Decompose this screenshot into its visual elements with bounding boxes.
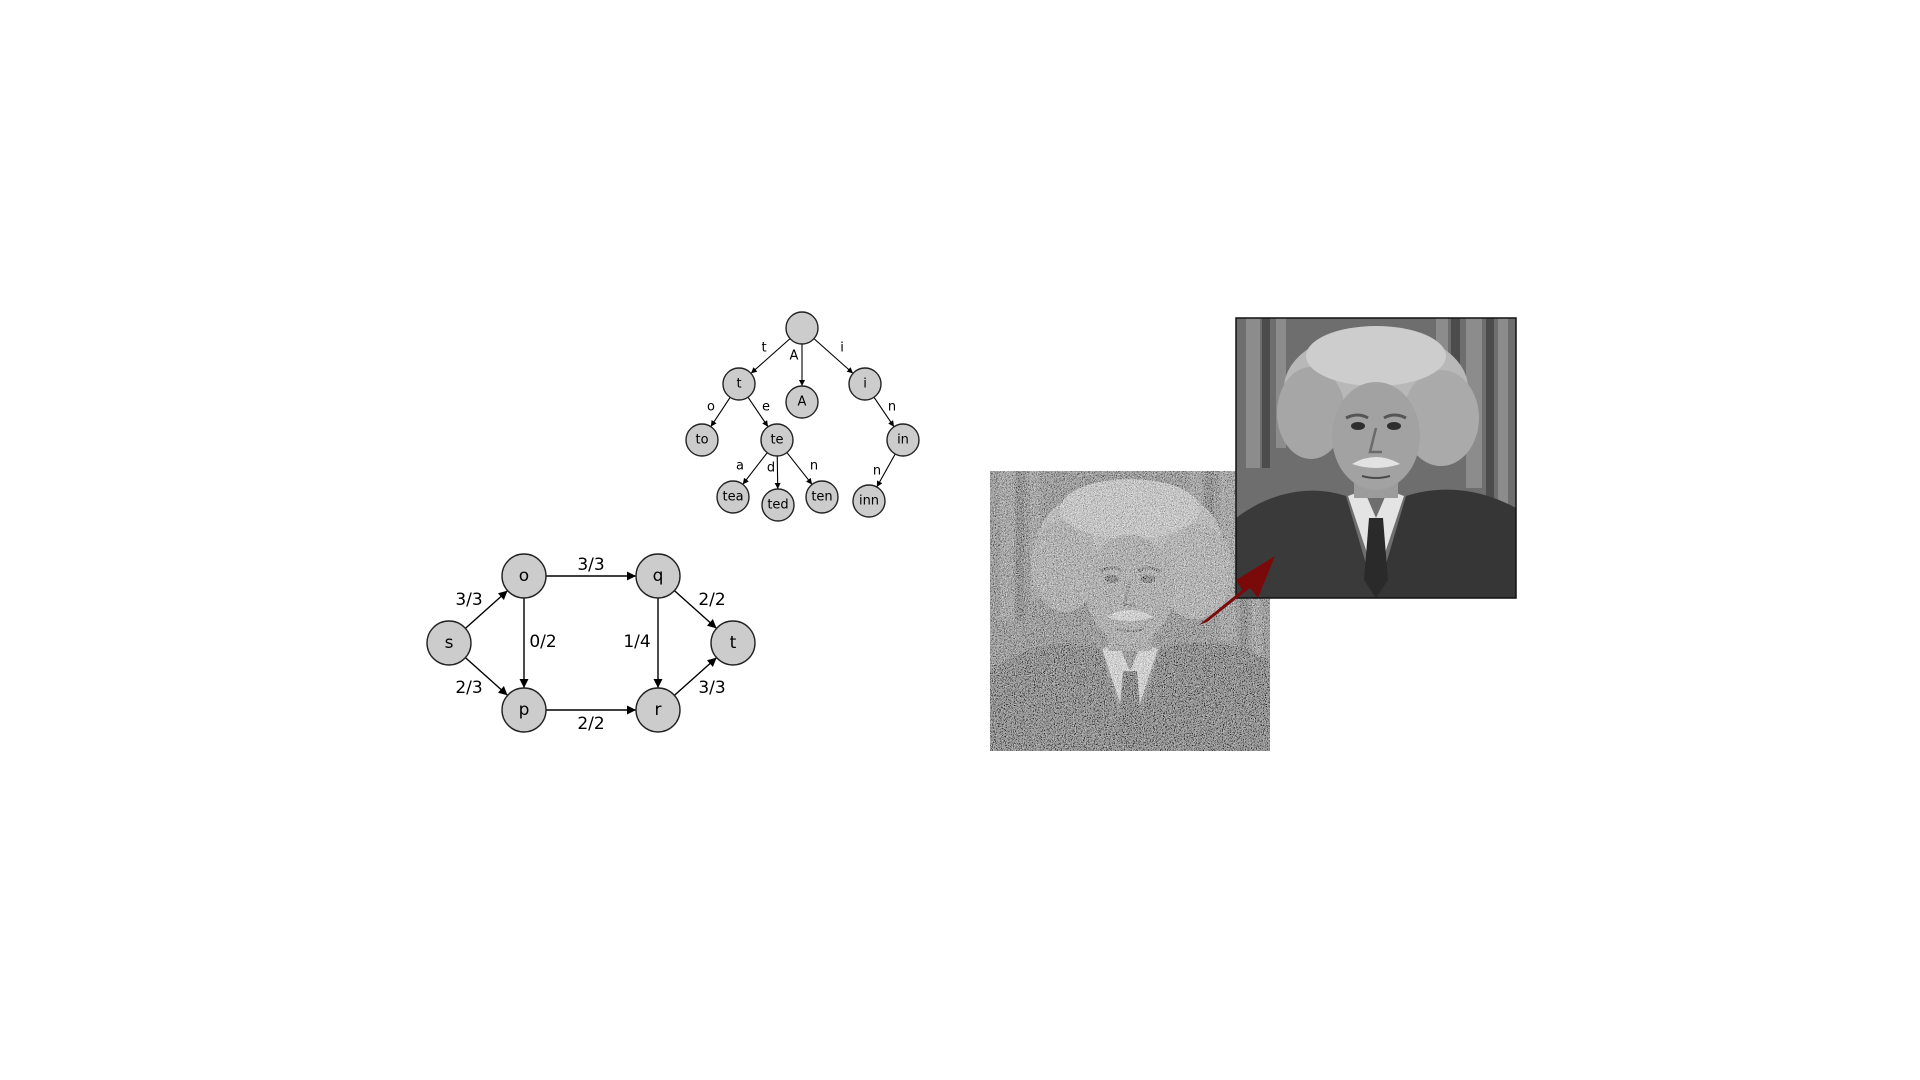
flow-edge-q-t (673, 590, 718, 629)
flow-node-circle (501, 687, 547, 733)
flow-node-p: p (501, 687, 547, 733)
trie-node-t: t (722, 367, 756, 401)
flow-node-label: s (445, 633, 454, 653)
trie-node-ten: ten (805, 480, 839, 514)
trie-node-circle (848, 367, 882, 401)
flow-node-circle (501, 553, 547, 599)
trie-edge-label-t-te: e (762, 400, 770, 415)
trie-node-label: A (798, 395, 807, 410)
trie-edge-root-i (813, 338, 854, 374)
flow-edge-label-o-p: 0/2 (529, 632, 556, 652)
trie-edge-t-to (710, 397, 731, 427)
flow-node-circle (635, 687, 681, 733)
trie-edge-t-te (747, 396, 769, 428)
flow-node-label: p (519, 700, 530, 720)
flow-node-label: q (653, 566, 664, 586)
flow-node-o: o (501, 553, 547, 599)
trie-node-circle (722, 367, 756, 401)
image-denoising-illustration (990, 317, 1517, 751)
flow-edge-label-r-t: 3/3 (698, 678, 725, 698)
trie-node-circle (685, 423, 719, 457)
trie-node-i: i (848, 367, 882, 401)
trie-node-circle (805, 480, 839, 514)
trie-diagram: t Ai o e a d n n n t Ai to te in tea ted ten inn (685, 311, 920, 522)
flow-node-label: o (519, 566, 529, 586)
flow-network-edges: 3/3 2/3 3/3 0/2 2/2 1/4 2/2 3/3 (455, 555, 725, 734)
trie-edge-label-root-t: t (761, 341, 766, 356)
trie-node-tea: tea (716, 480, 750, 514)
trie-node-label: i (863, 377, 867, 392)
trie-edge-i-in (873, 396, 895, 428)
trie-node-A: A (785, 385, 819, 419)
trie-node-label: inn (859, 494, 879, 509)
trie-node-circle (785, 311, 819, 345)
trie-edge-te-ted (774, 455, 781, 490)
trie-node-circle (852, 484, 886, 518)
trie-edge-label-i-in: n (888, 400, 896, 415)
trie-node-circle (760, 423, 794, 457)
trie-edge-in-inn (876, 453, 896, 488)
trie-edge-label-te-tea: a (736, 459, 744, 474)
flow-node-q: q (635, 553, 681, 599)
flow-edge-label-q-r: 1/4 (623, 632, 650, 652)
trie-node-circle (761, 488, 795, 522)
flow-network-nodes: s o p q r t (426, 553, 756, 733)
trie-node-to: to (685, 423, 719, 457)
trie-node-label: ted (767, 498, 788, 513)
flow-edge-r-t (673, 657, 718, 696)
trie-node-label: to (695, 433, 708, 448)
flow-edge-s-o (464, 590, 509, 629)
trie-edge-label-te-ten: n (810, 459, 818, 474)
trie-node-in: in (886, 423, 920, 457)
flow-node-t: t (710, 620, 756, 666)
flow-edge-label-q-t: 2/2 (698, 590, 725, 610)
trie-edge-label-root-A: A (790, 349, 799, 364)
flow-edge-label-p-r: 2/2 (577, 714, 604, 734)
flow-node-circle (426, 620, 472, 666)
trie-node-circle (716, 480, 750, 514)
trie-node-label: te (770, 433, 783, 448)
trie-edge-te-ten (786, 452, 813, 485)
trie-node-circle (886, 423, 920, 457)
trie-node-circle (785, 385, 819, 419)
trie-edge-label-root-i: i (840, 341, 844, 356)
flow-edge-s-p (464, 657, 509, 696)
flow-edge-label-s-p: 2/3 (455, 678, 482, 698)
flow-node-circle (635, 553, 681, 599)
trie-node-label: tea (722, 490, 743, 505)
flow-network-diagram: 3/3 2/3 3/3 0/2 2/2 1/4 2/2 3/3 s o p q r t (426, 553, 756, 734)
flow-node-label: r (655, 700, 662, 720)
clean-portrait-image (1235, 317, 1517, 599)
flow-node-r: r (635, 687, 681, 733)
flow-node-circle (710, 620, 756, 666)
trie-edge-te-tea (742, 452, 768, 485)
trie-edge-label-te-ted: d (767, 461, 775, 476)
trie-node-label: in (897, 433, 909, 448)
flow-node-s: s (426, 620, 472, 666)
flow-node-label: t (730, 633, 737, 653)
trie-node-label: ten (811, 490, 832, 505)
trie-node-inn: inn (852, 484, 886, 518)
trie-edge-label-in-inn: n (873, 464, 881, 479)
trie-node-te: te (760, 423, 794, 457)
trie-node-ted: ted (761, 488, 795, 522)
flow-edge-label-o-q: 3/3 (577, 555, 604, 575)
trie-edge-label-t-to: o (707, 400, 715, 415)
flow-edge-label-s-o: 3/3 (455, 590, 482, 610)
trie-node-root (785, 311, 819, 345)
denoise-arrow-icon (1199, 556, 1275, 625)
trie-edges: t Ai o e a d n n n (707, 338, 896, 490)
trie-edge-root-t (750, 338, 791, 374)
noisy-portrait-image (990, 471, 1270, 751)
trie-node-label: t (736, 377, 741, 392)
